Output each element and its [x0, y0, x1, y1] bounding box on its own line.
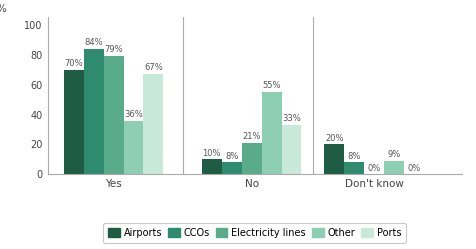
Text: 8%: 8%	[347, 152, 361, 161]
Bar	[262, 92, 281, 174]
Text: 10%: 10%	[202, 149, 221, 158]
Text: 21%: 21%	[242, 132, 261, 141]
Text: 9%: 9%	[387, 150, 401, 159]
Bar	[222, 162, 242, 174]
Bar	[64, 70, 84, 174]
Text: 36%: 36%	[124, 110, 143, 119]
Text: 33%: 33%	[282, 114, 301, 123]
Text: 55%: 55%	[262, 81, 281, 90]
Text: 79%: 79%	[104, 46, 123, 55]
Text: 20%: 20%	[325, 134, 344, 143]
Text: 0%: 0%	[407, 164, 421, 173]
Bar	[325, 144, 345, 174]
Bar	[384, 161, 404, 174]
Legend: Airports, CCOs, Electricity lines, Other, Ports: Airports, CCOs, Electricity lines, Other…	[103, 223, 406, 243]
Bar	[281, 125, 301, 174]
Bar	[104, 56, 123, 174]
Bar	[242, 143, 262, 174]
Bar	[143, 74, 163, 174]
Bar	[123, 121, 143, 174]
Bar	[345, 162, 364, 174]
Bar	[202, 159, 222, 174]
Text: 8%: 8%	[225, 152, 238, 161]
Text: 84%: 84%	[84, 38, 103, 47]
Text: 70%: 70%	[64, 59, 83, 68]
Text: %: %	[0, 4, 6, 14]
Text: 0%: 0%	[367, 164, 381, 173]
Text: 67%: 67%	[144, 63, 163, 72]
Bar	[84, 49, 104, 174]
